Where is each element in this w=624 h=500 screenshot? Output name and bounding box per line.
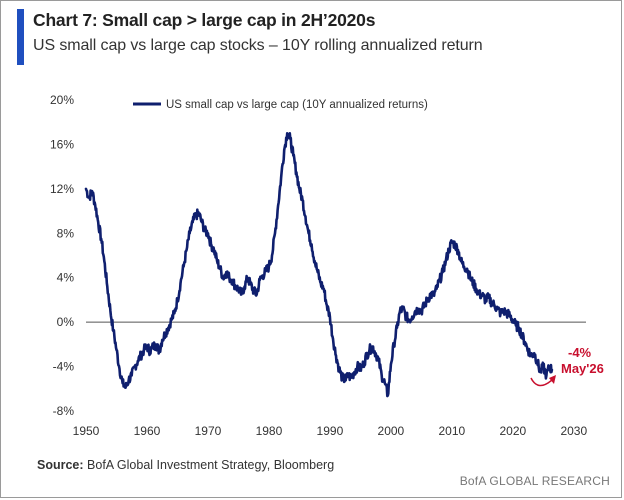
y-axis-ticks: -8% -4% 0% 4% 8% 12% 16% 20% — [50, 93, 74, 418]
annotation-value: -4% — [568, 345, 592, 360]
chart-title: Chart 7: Small cap > large cap in 2H’202… — [33, 10, 376, 30]
source-label: Source: — [37, 458, 84, 472]
legend-label: US small cap vs large cap (10Y annualize… — [166, 99, 428, 111]
y-tick-label: 12% — [50, 182, 74, 196]
x-tick-label: 2010 — [439, 424, 466, 438]
x-tick-label: 1990 — [317, 424, 344, 438]
y-tick-label: 8% — [57, 226, 75, 240]
x-tick-label: 1950 — [73, 424, 100, 438]
y-tick-label: 20% — [50, 93, 74, 107]
y-tick-label: 4% — [57, 271, 75, 285]
source-line: Source: BofA Global Investment Strategy,… — [37, 458, 334, 472]
annotation-date: May'26 — [561, 361, 604, 376]
y-tick-label: -4% — [53, 360, 75, 374]
annotation: -4% May'26 — [530, 345, 604, 387]
brand-footer: BofA GLOBAL RESEARCH — [459, 474, 610, 488]
source-text: BofA Global Investment Strategy, Bloombe… — [87, 458, 335, 472]
chart-subtitle: US small cap vs large cap stocks – 10Y r… — [33, 37, 483, 54]
x-tick-label: 1980 — [256, 424, 283, 438]
annotation-arrowhead — [549, 375, 556, 384]
series-line-small-vs-large — [84, 132, 554, 398]
x-tick-label: 1960 — [134, 424, 161, 438]
annotation-arrow — [530, 377, 553, 387]
y-tick-label: 16% — [50, 137, 74, 151]
y-tick-label: -8% — [53, 404, 75, 418]
legend: US small cap vs large cap (10Y annualize… — [133, 99, 428, 111]
x-tick-label: 2000 — [378, 424, 405, 438]
x-tick-label: 1970 — [195, 424, 222, 438]
x-tick-label: 2020 — [499, 424, 526, 438]
x-tick-label: 2030 — [560, 424, 587, 438]
y-tick-label: 0% — [57, 315, 75, 329]
x-axis-ticks: 1950 1960 1970 1980 1990 2000 2010 2020 2030 — [73, 424, 588, 438]
title-accent-bar — [17, 9, 24, 65]
